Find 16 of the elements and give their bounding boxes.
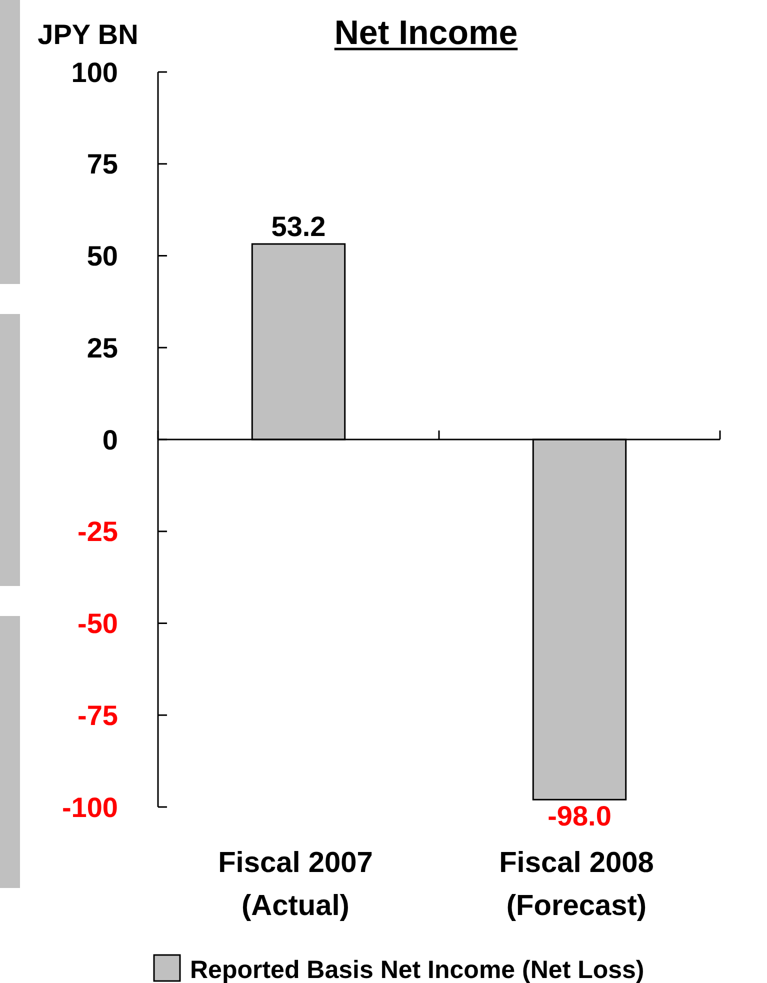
y-tick-label: 100 [71,56,118,88]
y-tick-label: -50 [78,608,118,640]
chart-title: Net Income [334,14,518,52]
y-tick-label: 0 [102,424,118,456]
y-tick-label: -75 [78,700,118,731]
y-tick-label: 25 [86,332,118,364]
data-label: 53.2 [271,210,326,242]
data-label: -98.0 [548,800,612,832]
y-tick-label: -25 [78,516,118,548]
x-tick-label: Fiscal 2008 (Forecast) [499,847,654,922]
legend-label: Reported Basis Net Income (Net Loss) [190,956,644,983]
y-tick-label: 75 [86,148,118,180]
x-tick-label: Fiscal 2007 (Actual) [218,847,373,922]
y-tick-label: 50 [86,240,118,272]
y-tick-label: -100 [62,792,118,823]
y-axis-title: JPY BN [38,19,138,50]
